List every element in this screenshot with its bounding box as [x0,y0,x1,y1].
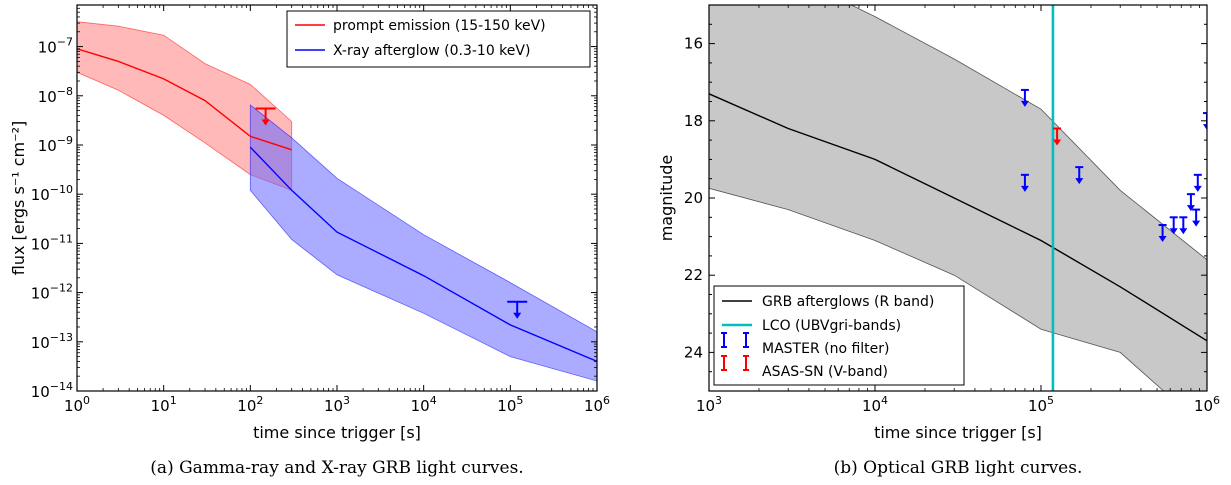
panel-a-y-label: flux [ergs s⁻¹ cm⁻²] [9,121,28,276]
panel-a-x-ticks: 100 101 102 103 104 105 106 [64,5,610,415]
master-upper-limit [1203,112,1207,131]
master-upper-limit [1169,216,1178,235]
x-band [249,104,597,382]
x-tick-label: 103 [324,394,350,415]
x-tick-label: 100 [64,394,90,415]
y-tick-label: 22 [684,266,703,284]
asas-upper-limit [1053,127,1062,146]
master-upper-limit [1193,173,1202,192]
x-tick-label: 104 [411,394,437,415]
master-upper-limit [1179,216,1188,235]
legend-swatch-master [721,332,749,348]
panel-b-x-ticks: 103 104 105 106 [696,5,1220,415]
y-tick-label: 10−13 [31,331,73,352]
x-tick-label: 103 [696,394,722,415]
master-upper-limit [1020,173,1029,192]
legend-swatch-asas-sn [721,355,749,371]
panel-a-chart: 100 101 102 103 104 105 106 10−1410−1310−1210−… [9,4,610,478]
x-tick-label: 101 [151,394,177,415]
upper-limit-marker [255,107,276,126]
panel-a-y-ticks: 10−14 10−13 10−12 10−11 10−10 10−9 10−8 10−7 [31,7,597,401]
x-tick-label: 105 [1028,394,1054,415]
panel-b-lines [709,5,1207,391]
panel-a-lines [77,48,597,363]
panel-a-caption: (a) Gamma-ray and X-ray GRB light curves… [150,458,523,478]
panel-b-legend-box [713,285,965,386]
legend-label-master: MASTER (no filter) [762,341,890,357]
y-tick-label: 10−10 [31,183,73,204]
legend-label-xray: X-ray afterglow (0.3-10 keV) [333,43,530,59]
y-tick-label: 10−7 [38,36,73,57]
legend-label-asas-sn: ASAS-SN (V-band) [762,364,888,380]
panel-a-x-label: time since trigger [s] [253,423,421,442]
master-upper-limit [1186,193,1195,212]
y-tick-label: 24 [684,343,703,361]
x-tick-label: 102 [237,394,263,415]
panel-b-legend: GRB afterglows (R band) LCO (UBVgri-band… [713,285,965,386]
y-tick-label: 10−12 [31,282,73,303]
legend-label-lco: LCO (UBVgri-bands) [762,318,901,334]
master-upper-limit [1020,88,1029,107]
panel-a-bands [77,21,597,382]
y-tick-label: 20 [684,189,703,207]
y-tick-label: 16 [684,35,703,53]
y-tick-label: 10−8 [38,85,73,106]
x-tick-label: 104 [862,394,888,415]
y-tick-label: 18 [684,112,703,130]
grb-afterglow-median-line [709,93,1207,342]
y-tick-label: 10−11 [31,232,73,253]
grb-afterglow-band [709,5,1207,391]
upper-limit-marker [507,300,528,319]
panel-a-legend: prompt emission (15-150 keV) X-ray after… [286,10,591,68]
panel-b-x-label: time since trigger [s] [874,423,1042,442]
panel-a-upper-limits [255,107,528,319]
legend-label-prompt: prompt emission (15-150 keV) [333,18,546,34]
master-upper-limit [1158,224,1167,243]
panel-b-upper-limits [1020,88,1207,243]
prompt-median-line [77,48,292,151]
master-upper-limit [1192,208,1201,227]
x-median-line [249,146,597,363]
y-tick-label: 10−9 [38,134,73,155]
panel-b-y-ticks: 16 18 20 22 24 [684,4,1207,392]
panel-a-legend-box [286,10,591,68]
y-tick-label: 10−14 [31,380,73,401]
x-tick-label: 106 [584,394,610,415]
master-upper-limit [1075,166,1084,185]
legend-label-grb-afterglows: GRB afterglows (R band) [762,294,934,310]
x-tick-label: 106 [1194,394,1220,415]
panel-b-bands [709,5,1207,391]
x-tick-label: 105 [497,394,523,415]
panel-b-chart: 103 104 105 106 16 18 20 22 24 time since trigg… [657,4,1220,478]
panel-b-caption: (b) Optical GRB light curves. [834,458,1083,478]
panel-b-y-label: magnitude [657,155,676,242]
